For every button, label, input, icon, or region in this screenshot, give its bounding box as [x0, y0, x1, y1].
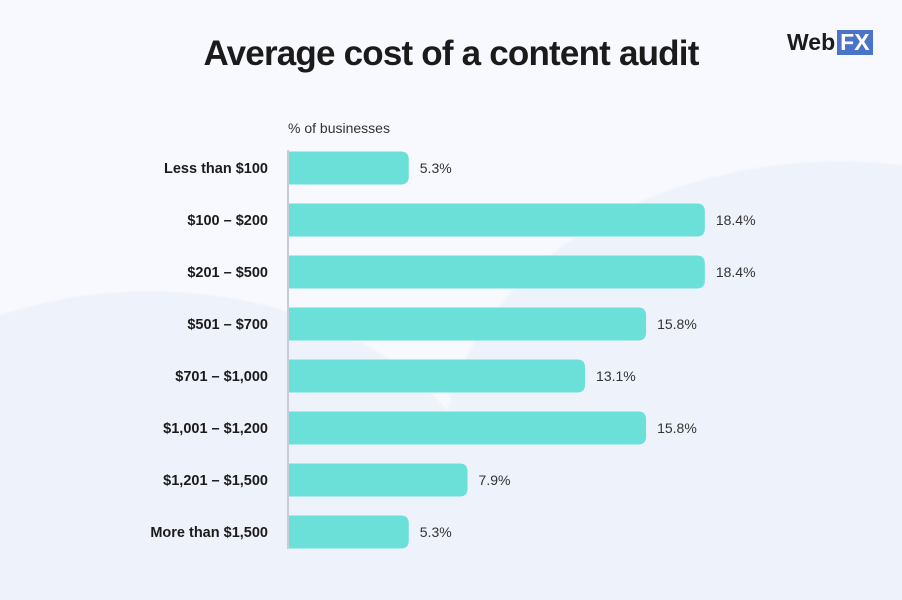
logo-box: FX: [837, 30, 873, 55]
bar: [289, 515, 409, 549]
bar: [289, 411, 647, 445]
bar: [289, 307, 647, 341]
data-label: 15.8%: [657, 316, 697, 332]
data-label: 13.1%: [596, 368, 636, 384]
chart-title: Average cost of a content audit: [203, 34, 699, 73]
logo-text: Web: [787, 29, 836, 55]
bar: [289, 151, 409, 185]
category-label: Less than $100: [164, 161, 268, 177]
data-label: 15.8%: [657, 420, 697, 436]
category-label: $201 – $500: [187, 265, 268, 281]
category-label: $701 – $1,000: [175, 369, 268, 385]
category-label: $100 – $200: [187, 213, 268, 229]
x-axis-label: % of businesses: [288, 120, 390, 136]
bar: [289, 255, 705, 289]
category-label: $1,001 – $1,200: [163, 421, 268, 437]
category-label: $1,201 – $1,500: [163, 473, 268, 489]
category-label: $501 – $700: [187, 317, 268, 333]
data-label: 5.3%: [420, 160, 452, 176]
bar: [289, 463, 468, 497]
data-label: 7.9%: [479, 472, 511, 488]
category-label: More than $1,500: [150, 525, 268, 541]
data-label: 18.4%: [716, 212, 756, 228]
bar: [289, 359, 586, 393]
data-label: 18.4%: [716, 264, 756, 280]
webfx-logo: Web FX: [787, 29, 873, 56]
data-label: 5.3%: [420, 524, 452, 540]
bar: [289, 203, 705, 237]
